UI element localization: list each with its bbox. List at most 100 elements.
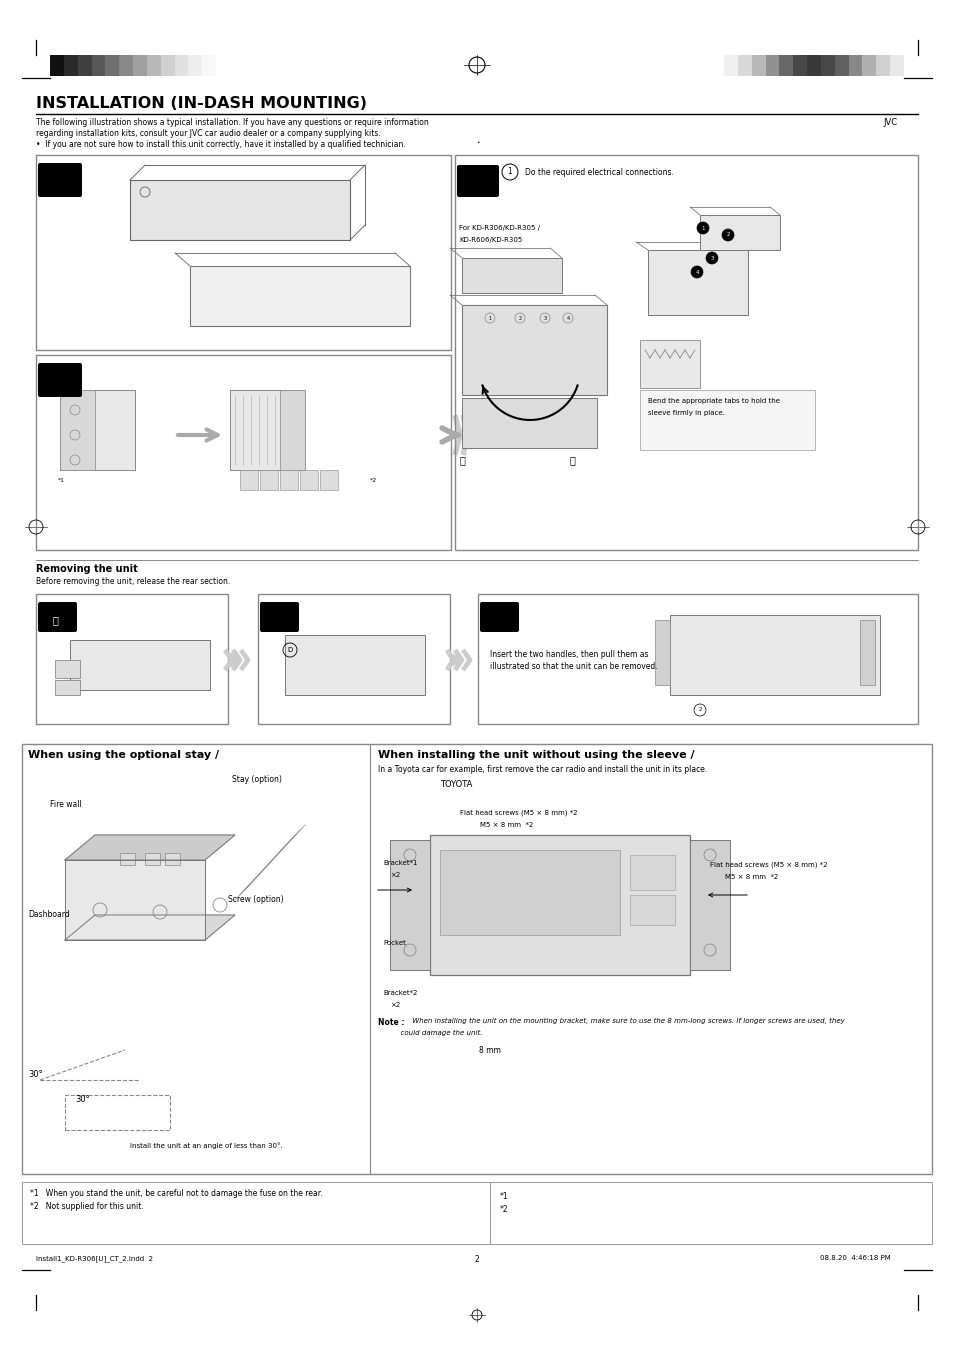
- Text: Screw (option): Screw (option): [228, 895, 283, 905]
- Text: could damage the unit.: could damage the unit.: [377, 1030, 482, 1035]
- Text: 4: 4: [695, 270, 698, 274]
- Bar: [147, 55, 161, 76]
- Text: Bracket*2: Bracket*2: [382, 990, 416, 996]
- Text: Bend the appropriate tabs to hold the: Bend the appropriate tabs to hold the: [647, 398, 780, 404]
- Text: ×2: ×2: [390, 1002, 400, 1008]
- Bar: [260, 470, 277, 490]
- Text: 3: 3: [709, 255, 713, 261]
- Bar: [639, 390, 814, 450]
- Bar: [629, 895, 675, 925]
- Text: KD-R606/KD-R305: KD-R606/KD-R305: [458, 238, 521, 243]
- Bar: [65, 1095, 170, 1130]
- Text: Install1_KD-R306[U]_CT_2.indd  2: Install1_KD-R306[U]_CT_2.indd 2: [36, 1256, 152, 1262]
- Bar: [77, 55, 91, 76]
- Text: Do the required electrical connections.: Do the required electrical connections.: [524, 167, 673, 177]
- Polygon shape: [65, 915, 234, 940]
- Text: *1: *1: [58, 478, 65, 483]
- Bar: [806, 55, 821, 76]
- Bar: [461, 398, 597, 448]
- FancyBboxPatch shape: [38, 602, 77, 632]
- Bar: [737, 55, 751, 76]
- Text: 1: 1: [53, 161, 67, 180]
- Polygon shape: [65, 860, 205, 940]
- Bar: [319, 470, 337, 490]
- Bar: [50, 55, 64, 76]
- Bar: [285, 634, 424, 695]
- Bar: [779, 55, 792, 76]
- Bar: [655, 620, 669, 684]
- Bar: [240, 470, 257, 490]
- Text: 30°: 30°: [75, 1095, 90, 1104]
- Text: In a Toyota car for example, first remove the car radio and install the unit in : In a Toyota car for example, first remov…: [377, 765, 706, 774]
- Bar: [439, 850, 619, 936]
- Bar: [430, 836, 689, 975]
- Text: Stay (option): Stay (option): [232, 775, 281, 784]
- Text: 3: 3: [471, 161, 484, 180]
- Bar: [764, 55, 779, 76]
- Text: Bracket*1: Bracket*1: [382, 860, 417, 865]
- Bar: [64, 55, 77, 76]
- Text: Fire wall: Fire wall: [50, 801, 82, 809]
- Bar: [190, 266, 410, 325]
- Bar: [751, 55, 764, 76]
- Text: Ⓑ: Ⓑ: [569, 455, 576, 464]
- Text: 1: 1: [51, 599, 63, 617]
- Text: ×2: ×2: [390, 872, 400, 878]
- Text: •: •: [476, 140, 479, 144]
- Bar: [647, 250, 747, 315]
- Text: 2: 2: [273, 599, 285, 617]
- Circle shape: [721, 230, 733, 242]
- Bar: [280, 470, 297, 490]
- Text: regarding installation kits, consult your JVC car audio dealer or a company supp: regarding installation kits, consult you…: [36, 130, 380, 138]
- Text: Flat head screws (M5 × 8 mm) *2: Flat head screws (M5 × 8 mm) *2: [459, 810, 577, 817]
- Text: 2: 2: [53, 360, 67, 379]
- Text: Ⓑ: Ⓑ: [52, 616, 58, 625]
- Text: Pocket: Pocket: [382, 940, 405, 946]
- Bar: [60, 390, 135, 470]
- Text: 4: 4: [566, 316, 569, 320]
- Text: *2: *2: [499, 1206, 508, 1214]
- Bar: [174, 55, 189, 76]
- Bar: [119, 55, 132, 76]
- Bar: [36, 594, 228, 724]
- Bar: [189, 55, 202, 76]
- Bar: [120, 853, 135, 865]
- Text: TOYOTA: TOYOTA: [439, 780, 472, 788]
- Bar: [669, 616, 879, 695]
- Text: *2: *2: [370, 478, 376, 483]
- Text: *1   When you stand the unit, be careful not to damage the fuse on the rear.: *1 When you stand the unit, be careful n…: [30, 1189, 322, 1197]
- Text: 3: 3: [493, 599, 504, 617]
- Bar: [792, 55, 806, 76]
- Bar: [132, 55, 147, 76]
- Text: When installing the unit on the mounting bracket, make sure to use the 8 mm-long: When installing the unit on the mounting…: [410, 1018, 843, 1025]
- Text: Ⓑ: Ⓑ: [459, 455, 465, 464]
- Bar: [455, 155, 917, 549]
- Bar: [202, 55, 216, 76]
- Text: 30°: 30°: [28, 1071, 43, 1079]
- Bar: [821, 55, 834, 76]
- Text: *2   Not supplied for this unit.: *2 Not supplied for this unit.: [30, 1202, 144, 1211]
- Bar: [145, 853, 160, 865]
- Text: M5 × 8 mm  *2: M5 × 8 mm *2: [724, 873, 778, 880]
- Bar: [130, 180, 350, 240]
- Text: Install the unit at an angle of less than 30°.: Install the unit at an angle of less tha…: [130, 1142, 282, 1149]
- Bar: [70, 640, 210, 690]
- Circle shape: [690, 266, 702, 278]
- FancyBboxPatch shape: [479, 602, 518, 632]
- Bar: [36, 155, 451, 350]
- Text: 1: 1: [700, 225, 704, 231]
- FancyBboxPatch shape: [456, 165, 498, 197]
- FancyBboxPatch shape: [38, 163, 82, 197]
- Bar: [22, 1183, 931, 1243]
- Text: When using the optional stay /: When using the optional stay /: [28, 751, 219, 760]
- Text: 8 mm: 8 mm: [478, 1046, 500, 1054]
- FancyBboxPatch shape: [260, 602, 298, 632]
- Bar: [165, 853, 180, 865]
- Text: Before removing the unit, release the rear section.: Before removing the unit, release the re…: [36, 576, 230, 586]
- Text: 2: 2: [475, 1256, 478, 1264]
- Text: When installing the unit without using the sleeve /: When installing the unit without using t…: [377, 751, 694, 760]
- Bar: [461, 258, 561, 293]
- Bar: [280, 390, 305, 470]
- Text: For KD-R306/KD-R305 /: For KD-R306/KD-R305 /: [458, 225, 539, 231]
- Text: Note :: Note :: [377, 1018, 404, 1027]
